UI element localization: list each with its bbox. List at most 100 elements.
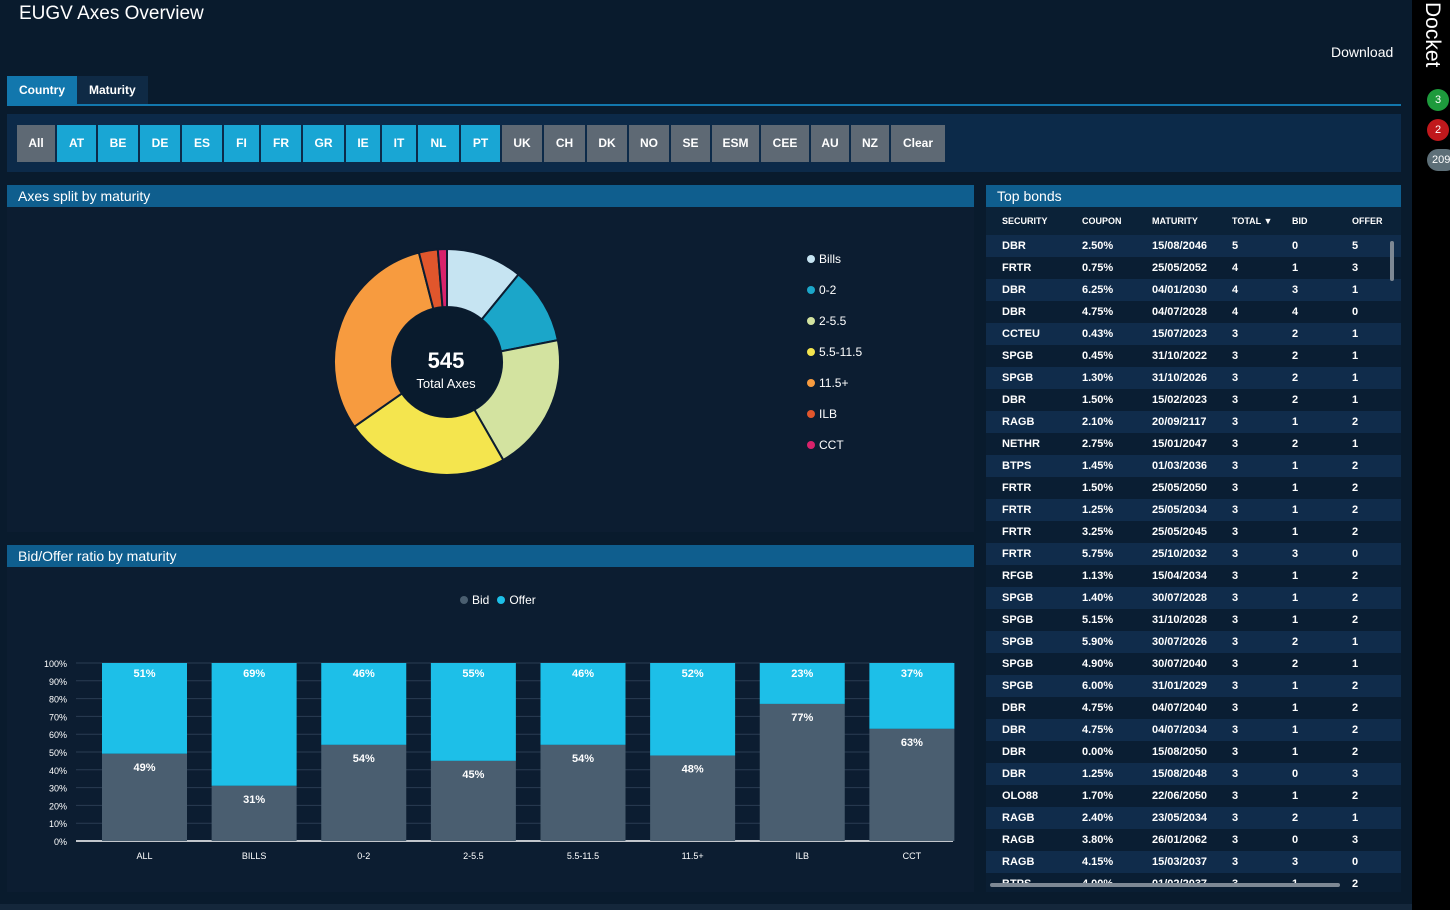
table-row[interactable]: FRTR 1.25% 25/05/2034 3 1 2 (986, 499, 1401, 521)
bar-offer-bills[interactable] (211, 663, 297, 786)
table-row[interactable]: FRTR 0.75% 25/05/2052 4 1 3 (986, 257, 1401, 279)
bar-bid-2-5-5[interactable] (430, 760, 516, 841)
table-row[interactable]: RAGB 3.80% 26/01/2062 3 0 3 (986, 829, 1401, 851)
bar-bid-0-2[interactable] (321, 744, 407, 841)
column-header-maturity[interactable]: MATURITY (1152, 216, 1198, 226)
docket-badge-grey[interactable]: 209 (1427, 149, 1450, 171)
table-row[interactable]: SPGB 1.30% 31/10/2026 3 2 1 (986, 367, 1401, 389)
filter-no-button[interactable]: NO (629, 125, 669, 162)
bar-offer-ilb[interactable] (759, 663, 845, 704)
filter-esm-button[interactable]: ESM (712, 125, 759, 162)
cell-offer: 2 (1352, 878, 1359, 890)
cell-security: DBR (1002, 768, 1026, 780)
filter-ch-button[interactable]: CH (544, 125, 585, 162)
column-header-offer[interactable]: OFFER (1352, 216, 1383, 226)
filter-cee-button[interactable]: CEE (761, 125, 809, 162)
table-row[interactable]: OLO88 1.70% 22/06/2050 3 1 2 (986, 785, 1401, 807)
table-row[interactable]: SPGB 4.90% 30/07/2040 3 2 1 (986, 653, 1401, 675)
table-row[interactable]: DBR 6.25% 04/01/2030 4 3 1 (986, 279, 1401, 301)
bar-bid-ilb[interactable] (759, 703, 845, 841)
table-row[interactable]: SPGB 0.45% 31/10/2022 3 2 1 (986, 345, 1401, 367)
table-row[interactable]: FRTR 3.25% 25/05/2045 3 1 2 (986, 521, 1401, 543)
legend-item-2-5-5[interactable]: 2-5.5 (807, 314, 862, 345)
table-row[interactable]: RAGB 2.40% 23/05/2034 3 2 1 (986, 807, 1401, 829)
column-header-bid[interactable]: BID (1292, 216, 1308, 226)
filter-ie-button[interactable]: IE (346, 125, 380, 162)
table-row[interactable]: DBR 2.50% 15/08/2046 5 0 5 (986, 235, 1401, 257)
table-row[interactable]: BTPS 1.45% 01/03/2036 3 1 2 (986, 455, 1401, 477)
table-row[interactable]: RAGB 2.10% 20/09/2117 3 1 2 (986, 411, 1401, 433)
filter-uk-button[interactable]: UK (502, 125, 542, 162)
table-row[interactable]: SPGB 5.15% 31/10/2028 3 1 2 (986, 609, 1401, 631)
bar-offer-0-2[interactable] (321, 663, 407, 745)
bar-bid-5-5-11-5[interactable] (540, 744, 626, 841)
table-row[interactable]: DBR 4.75% 04/07/2040 3 1 2 (986, 697, 1401, 719)
bar-bid-all[interactable] (102, 753, 187, 841)
legend-bid[interactable]: Bid (460, 593, 489, 607)
tab-country[interactable]: Country (7, 76, 77, 104)
filter-pt-button[interactable]: PT (461, 125, 500, 162)
filter-fi-button[interactable]: FI (224, 125, 259, 162)
legend-item-ilb[interactable]: ILB (807, 407, 862, 438)
table-row[interactable]: CCTEU 0.43% 15/07/2023 3 2 1 (986, 323, 1401, 345)
table-row[interactable]: RFGB 1.13% 15/04/2034 3 1 2 (986, 565, 1401, 587)
bar-bid-11-5-[interactable] (650, 755, 736, 841)
bar-offer-2-5-5[interactable] (430, 663, 516, 761)
offer-data-label: 46% (353, 668, 375, 680)
download-button[interactable]: Download (1331, 44, 1394, 60)
table-row[interactable]: FRTR 5.75% 25/10/2032 3 3 0 (986, 543, 1401, 565)
cell-offer: 2 (1352, 702, 1359, 714)
bar-bid-cct[interactable] (869, 728, 955, 841)
table-row[interactable]: DBR 4.75% 04/07/2028 4 4 0 (986, 301, 1401, 323)
vertical-scrollbar[interactable] (1390, 241, 1394, 281)
filter-nz-button[interactable]: NZ (851, 125, 889, 162)
horizontal-scrollbar[interactable] (990, 883, 1340, 887)
legend-item-cct[interactable]: CCT (807, 438, 862, 469)
column-header-coupon[interactable]: COUPON (1082, 216, 1122, 226)
filter-es-button[interactable]: ES (182, 125, 222, 162)
tab-maturity[interactable]: Maturity (77, 76, 148, 104)
table-row[interactable]: DBR 4.75% 04/07/2034 3 1 2 (986, 719, 1401, 741)
filter-fr-button[interactable]: FR (261, 125, 301, 162)
cell-maturity: 15/08/2046 (1152, 240, 1208, 252)
legend-item-11-5-[interactable]: 11.5+ (807, 376, 862, 407)
filter-be-button[interactable]: BE (98, 125, 138, 162)
legend-offer[interactable]: Offer (497, 593, 536, 607)
filter-clear-button[interactable]: Clear (891, 125, 945, 162)
page-title: EUGV Axes Overview (19, 3, 204, 24)
table-row[interactable]: RAGB 4.15% 15/03/2037 3 3 0 (986, 851, 1401, 873)
table-row[interactable]: NETHR 2.75% 15/01/2047 3 2 1 (986, 433, 1401, 455)
table-row[interactable]: SPGB 5.90% 30/07/2026 3 2 1 (986, 631, 1401, 653)
legend-dot (807, 286, 815, 294)
table-row[interactable]: DBR 1.50% 15/02/2023 3 2 1 (986, 389, 1401, 411)
filter-au-button[interactable]: AU (811, 125, 849, 162)
legend-item-bills[interactable]: Bills (807, 252, 862, 283)
filter-at-button[interactable]: AT (57, 125, 96, 162)
bar-offer-5-5-11-5[interactable] (540, 663, 626, 745)
table-row[interactable]: SPGB 1.40% 30/07/2028 3 1 2 (986, 587, 1401, 609)
filter-all-button[interactable]: All (17, 125, 55, 162)
docket-badge-red[interactable]: 2 (1427, 119, 1449, 141)
docket-title[interactable]: Docket (1421, 2, 1444, 68)
cell-bid: 1 (1292, 416, 1299, 428)
column-header-security[interactable]: SECURITY (1002, 216, 1048, 226)
bar-bid-bills[interactable] (211, 785, 297, 841)
filter-se-button[interactable]: SE (671, 125, 710, 162)
filter-gr-button[interactable]: GR (303, 125, 344, 162)
legend-item-5-5-11-5[interactable]: 5.5-11.5 (807, 345, 862, 376)
filter-nl-button[interactable]: NL (418, 125, 459, 162)
filter-de-button[interactable]: DE (140, 125, 180, 162)
table-row[interactable]: DBR 1.25% 15/08/2048 3 0 3 (986, 763, 1401, 785)
table-row[interactable]: FRTR 1.50% 25/05/2050 3 1 2 (986, 477, 1401, 499)
bar-offer-all[interactable] (102, 663, 187, 754)
filter-it-button[interactable]: IT (382, 125, 416, 162)
bar-offer-11-5-[interactable] (650, 663, 736, 756)
docket-badge-green[interactable]: 3 (1427, 89, 1449, 111)
cell-maturity: 04/01/2030 (1152, 284, 1208, 296)
filter-dk-button[interactable]: DK (587, 125, 627, 162)
column-header-total[interactable]: TOTAL ▼ (1232, 216, 1273, 226)
legend-item-0-2[interactable]: 0-2 (807, 283, 862, 314)
bar-offer-cct[interactable] (869, 663, 955, 729)
table-row[interactable]: DBR 0.00% 15/08/2050 3 1 2 (986, 741, 1401, 763)
table-row[interactable]: SPGB 6.00% 31/01/2029 3 1 2 (986, 675, 1401, 697)
